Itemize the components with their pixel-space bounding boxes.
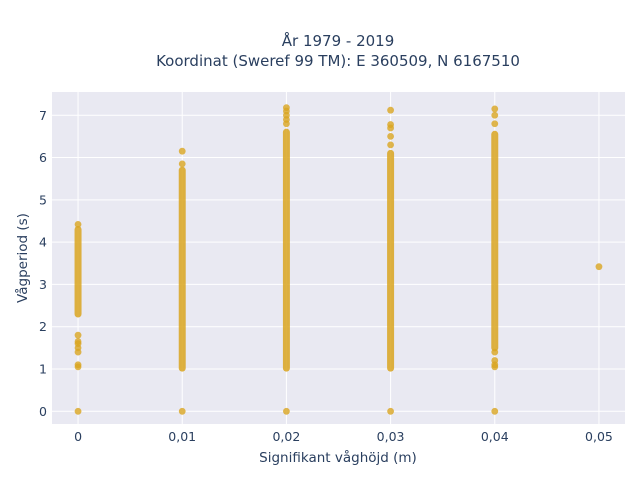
data-point [387, 106, 394, 114]
tick-labels: 0 0,01 0,02 0,03 0,04 0,05 0 1 2 3 4 5 6 7 [39, 108, 613, 444]
plot-area [52, 92, 625, 424]
data-point-cluster [178, 166, 186, 372]
x-tick-label: 0 [74, 429, 82, 444]
y-tick-label: 0 [39, 404, 47, 419]
y-tick-label: 4 [39, 235, 47, 250]
y-tick-label: 2 [39, 319, 47, 334]
data-point-cluster [282, 128, 290, 372]
y-axis-title: Vågperiod (s) [14, 213, 31, 303]
data-point [178, 160, 186, 168]
x-tick-label: 0,02 [272, 429, 300, 444]
data-point [74, 407, 82, 415]
data-point-cluster [387, 149, 395, 372]
x-tick-label: 0,03 [377, 429, 405, 444]
data-point [491, 120, 499, 128]
y-tick-label: 5 [39, 192, 47, 207]
data-points [74, 104, 603, 415]
data-point [491, 348, 499, 356]
data-point [491, 357, 499, 364]
y-tick-label: 6 [39, 150, 47, 165]
data-point [387, 133, 394, 140]
data-point [491, 105, 499, 113]
data-point-cluster [74, 225, 82, 318]
data-point [595, 263, 603, 271]
data-point [387, 407, 394, 415]
data-point [178, 407, 186, 415]
data-point [74, 361, 82, 369]
data-point [74, 338, 82, 345]
data-point [491, 111, 499, 119]
y-tick-label: 7 [39, 108, 47, 123]
data-point [283, 104, 290, 112]
data-point-cluster [491, 130, 499, 352]
data-point [178, 147, 186, 155]
y-tick-label: 1 [39, 362, 47, 377]
data-point [283, 407, 290, 415]
data-point [491, 407, 499, 415]
chart-title-line-1: År 1979 - 2019 [282, 31, 395, 50]
x-tick-label: 0,01 [168, 429, 196, 444]
x-tick-label: 0,04 [481, 429, 509, 444]
data-point [387, 121, 394, 128]
chart-title-line-2: Koordinat (Sweref 99 TM): E 360509, N 61… [156, 52, 520, 70]
x-axis-title: Signifikant våghöjd (m) [259, 449, 417, 466]
data-point [74, 220, 82, 228]
data-point [74, 331, 82, 339]
y-tick-label: 3 [39, 277, 47, 292]
data-point [387, 141, 394, 149]
x-tick-label: 0,05 [585, 429, 613, 444]
